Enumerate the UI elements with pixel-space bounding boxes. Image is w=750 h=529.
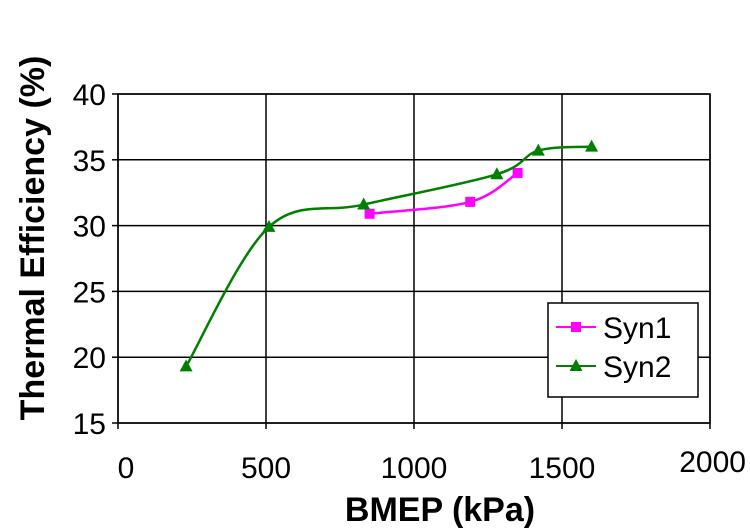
data-point-syn2 [585,139,599,152]
y-tick-label: 35 [73,145,106,178]
x-tick-label: 0 [118,452,135,485]
y-tick-labels: 15 20 25 30 35 40 [73,79,106,441]
legend-box [547,302,699,398]
legend-item-syn1: Syn1 [556,312,671,345]
data-point-syn1 [364,208,375,219]
y-tick-label: 40 [73,79,106,112]
x-tick-label: 2000 [679,446,746,479]
data-point-syn2 [262,219,276,232]
y-axis-title: Thermal Efficiency (%) [14,56,52,421]
series-line-syn2 [185,145,592,368]
x-tick-label: 1000 [381,452,448,485]
legend-label: Syn1 [603,312,671,345]
series-layer [179,139,599,372]
data-point-syn1 [512,167,523,178]
y-tick-label: 30 [73,211,106,244]
y-tick-label: 20 [73,342,106,375]
plot-frame [117,93,711,424]
legend-items: Syn1 Syn2 [556,312,671,384]
x-axis-title: BMEP (kPa) [345,491,535,529]
data-point-syn2 [357,197,371,210]
legend: Syn1 Syn2 [547,302,699,398]
series-syn1 [364,167,523,219]
legend-swatch-marker [571,322,581,332]
series-syn2 [179,139,599,372]
data-point-syn2 [531,143,545,156]
data-point-syn2 [179,359,193,372]
legend-item-syn2: Syn2 [556,351,671,384]
x-tick-label: 1500 [529,452,596,485]
y-tick-label: 15 [73,408,106,441]
legend-swatch-marker [569,359,583,371]
x-tick-labels: 0 500 1000 1500 2000 [118,446,746,485]
data-point-syn1 [465,196,476,207]
data-point-syn2 [490,167,504,180]
y-tick-label: 25 [73,276,106,309]
x-tick-label: 500 [241,452,291,485]
legend-label: Syn2 [603,351,671,384]
